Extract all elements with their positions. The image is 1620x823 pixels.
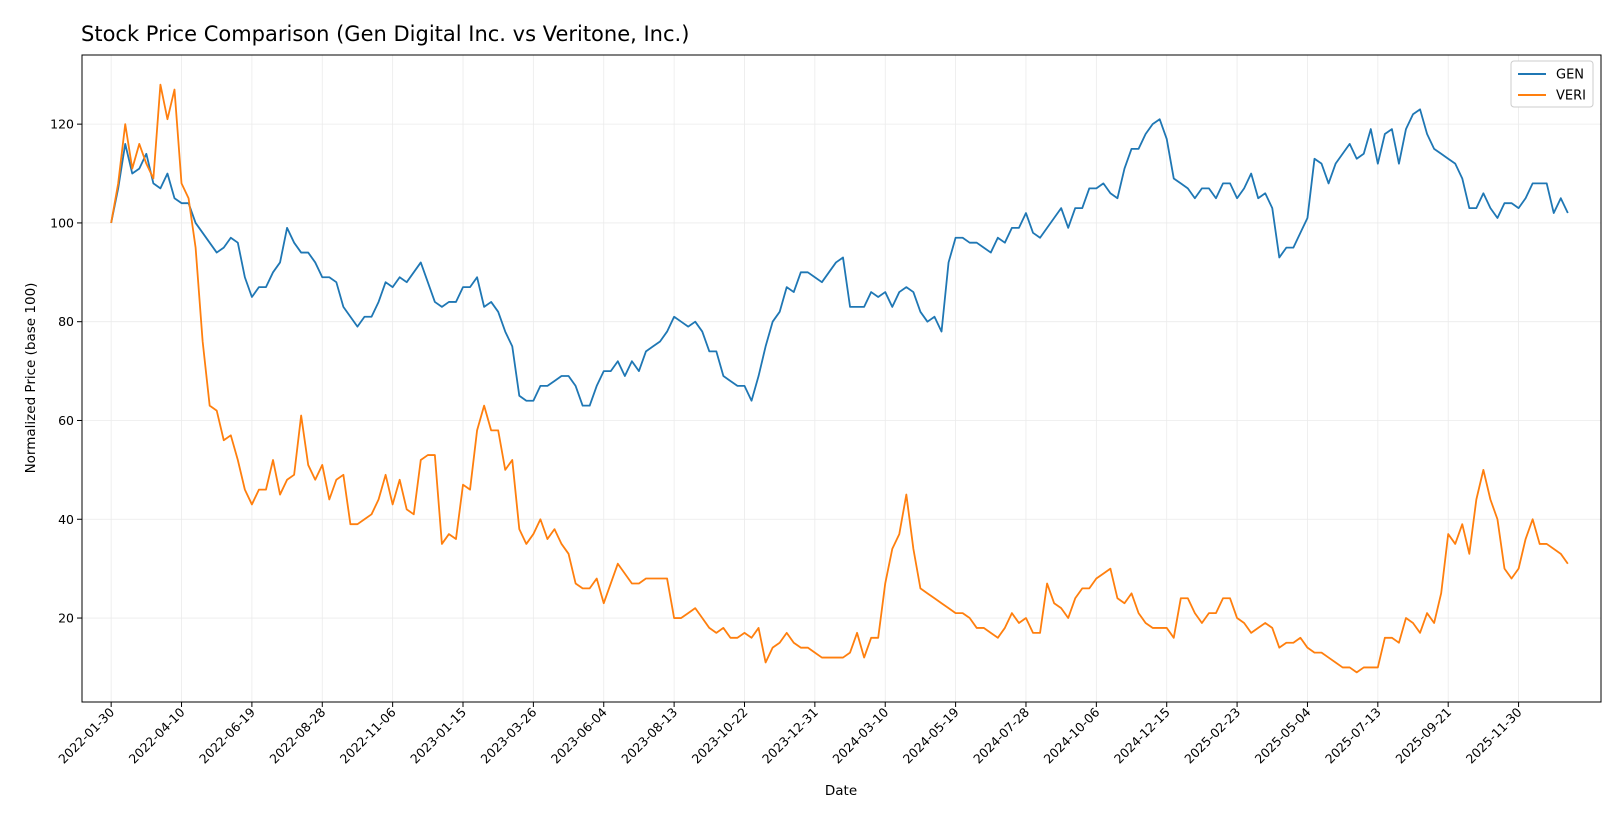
y-tick-label: 80 xyxy=(58,314,74,329)
y-axis-label: Normalized Price (base 100) xyxy=(23,283,39,474)
y-tick-label: 120 xyxy=(50,117,74,132)
x-axis-label: Date xyxy=(825,783,857,799)
legend: GEN VERI xyxy=(1510,60,1594,108)
series-layer xyxy=(110,83,1569,674)
legend-label-gen: GEN xyxy=(1556,68,1584,83)
legend-label-veri: VERI xyxy=(1556,89,1586,104)
series-line-gen xyxy=(110,108,1569,407)
y-tick-label: 60 xyxy=(58,413,74,428)
y-tick-label: 20 xyxy=(58,611,74,626)
y-tick-label: 40 xyxy=(58,512,74,527)
plot-frame xyxy=(81,54,1602,703)
series-line-veri xyxy=(110,83,1569,674)
chart-title: Stock Price Comparison (Gen Digital Inc.… xyxy=(81,22,689,46)
grid-layer xyxy=(82,55,1601,702)
y-tick-label: 100 xyxy=(50,215,74,230)
